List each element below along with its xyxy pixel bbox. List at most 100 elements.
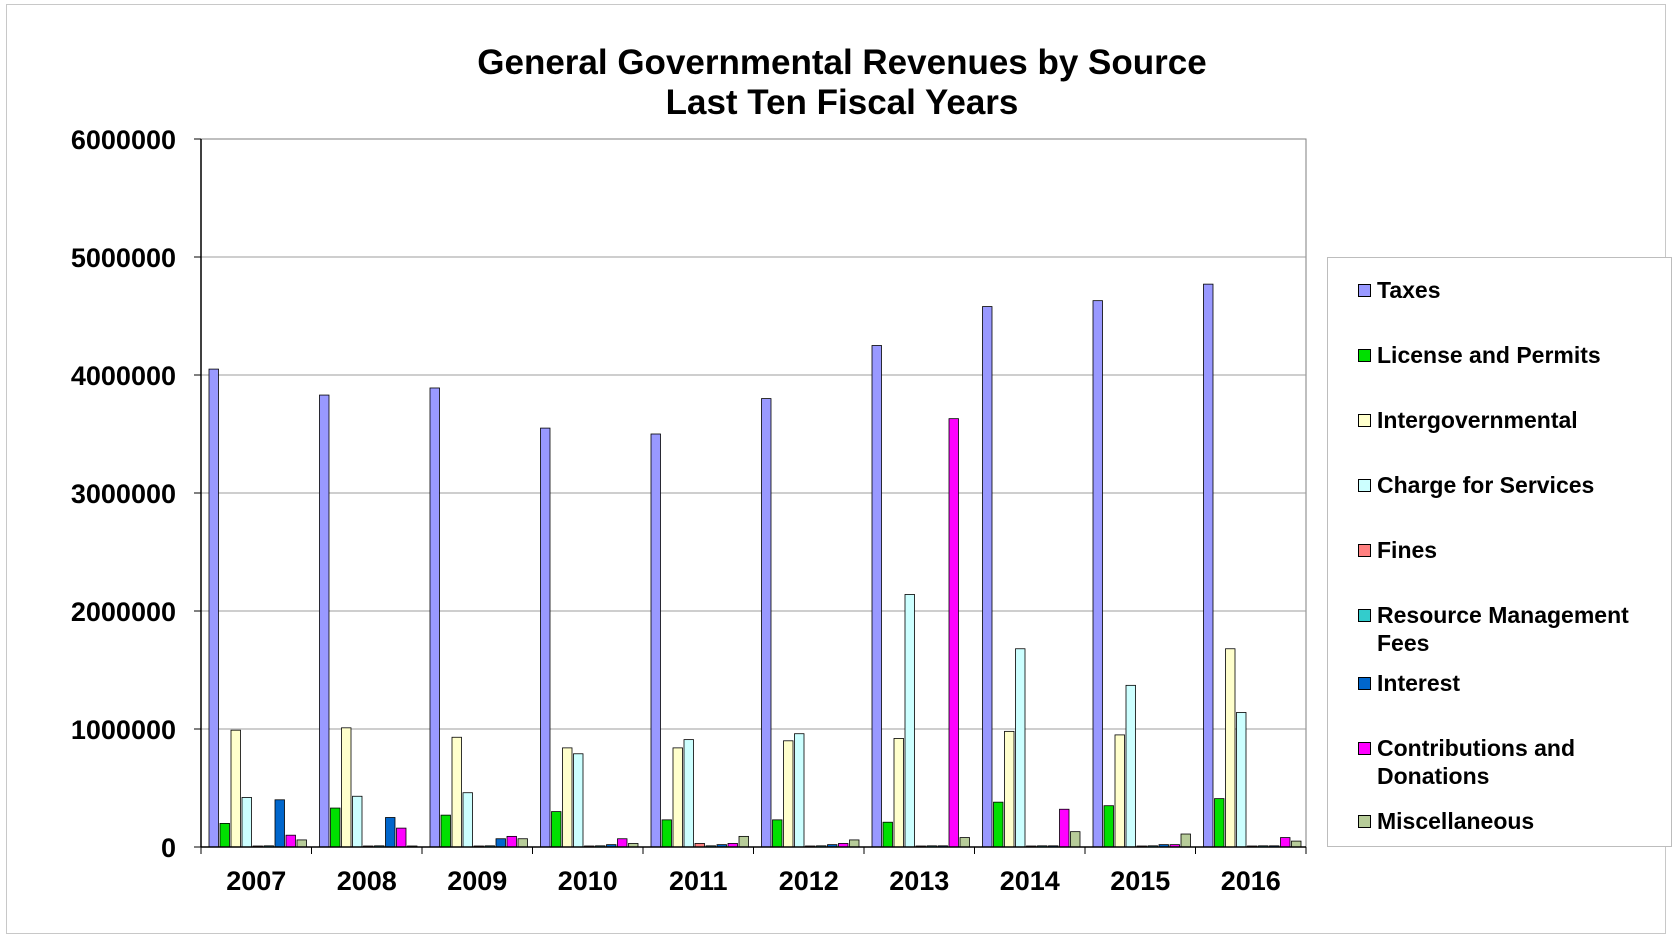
bar-interest-2009: [495, 838, 506, 848]
x-tick-label: 2012: [779, 866, 839, 896]
legend-label: Charge for Services: [1377, 472, 1595, 498]
x-tick-label: 2015: [1110, 866, 1170, 896]
bar-interest-2008: [385, 817, 396, 848]
y-tick-label: 3000000: [71, 479, 176, 509]
bar-license-and-permits-2015: [1103, 805, 1114, 848]
bar-taxes-2011: [650, 433, 661, 848]
legend-label: Fines: [1377, 537, 1438, 563]
legend-label: Contributions and Donations: [1377, 735, 1576, 789]
x-tick-label: 2007: [226, 866, 286, 896]
bar-intergovernmental-2009: [451, 736, 462, 848]
bar-miscellaneous-2007: [296, 839, 307, 848]
y-tick-label: 1000000: [71, 715, 176, 745]
legend: Taxes License and Permits Intergovernmenta…: [1327, 257, 1672, 847]
bar-charge-for-services-2010: [573, 753, 584, 848]
bar-intergovernmental-2007: [230, 729, 241, 848]
bar-miscellaneous-2012: [849, 839, 860, 848]
legend-swatch: [1358, 544, 1371, 557]
x-tick-label: 2013: [889, 866, 949, 896]
legend-swatch: [1358, 349, 1371, 362]
bar-license-and-permits-2013: [882, 821, 893, 848]
legend-item-miscellaneous: Miscellaneous: [1328, 807, 1667, 835]
legend-item-interest: Interest: [1328, 669, 1667, 697]
bar-charge-for-services-2015: [1125, 684, 1136, 848]
gridlines: [201, 256, 1306, 730]
y-tick-label: 2000000: [71, 597, 176, 627]
bar-charge-for-services-2011: [683, 739, 694, 848]
bar-contributions-and-donations-2009: [506, 835, 517, 848]
bar-charge-for-services-2016: [1236, 712, 1247, 848]
bar-miscellaneous-2016: [1291, 840, 1302, 848]
bar-taxes-2008: [319, 394, 330, 848]
bar-contributions-and-donations-2014: [1059, 808, 1070, 848]
y-tick-label: 6000000: [71, 125, 176, 155]
bar-contributions-and-donations-2010: [617, 838, 628, 848]
bar-intergovernmental-2012: [783, 740, 794, 848]
legend-swatch: [1358, 414, 1371, 427]
bar-miscellaneous-2014: [1070, 831, 1081, 848]
bar-charge-for-services-2013: [904, 594, 915, 848]
bar-miscellaneous-2013: [959, 837, 970, 848]
bar-taxes-2016: [1203, 283, 1214, 848]
bar-contributions-and-donations-2016: [1280, 837, 1291, 848]
bar-taxes-2014: [982, 306, 993, 848]
bar-miscellaneous-2011: [738, 835, 749, 848]
y-axis-ticks: 0 1000000 2000000 3000000 4000000 5000000 6000…: [71, 125, 201, 863]
legend-label: Interest: [1377, 670, 1461, 696]
bar-intergovernmental-2016: [1225, 648, 1236, 848]
x-tick-label: 2010: [558, 866, 618, 896]
bar-license-and-permits-2010: [551, 811, 562, 848]
legend-swatch: [1358, 284, 1371, 297]
x-axis-ticks: 2007 2008 2009 2010 2011 2012 2013 2014 2015 2016: [200, 847, 1307, 896]
legend-label: Taxes: [1377, 277, 1441, 303]
chart-title-line-2: Last Ten Fiscal Years: [666, 83, 1019, 122]
legend-swatch: [1358, 609, 1371, 622]
bar-charge-for-services-2014: [1015, 648, 1026, 848]
bar-taxes-2015: [1092, 300, 1103, 848]
legend-item-fines: Fines: [1328, 536, 1667, 564]
legend-item-intergovernmental: Intergovernmental: [1328, 406, 1667, 434]
legend-label: Resource Management Fees: [1377, 602, 1629, 656]
bar-license-and-permits-2009: [440, 814, 451, 848]
legend-label: Intergovernmental: [1377, 407, 1578, 433]
bar-charge-for-services-2007: [241, 797, 252, 848]
bar-license-and-permits-2011: [661, 819, 672, 848]
bar-miscellaneous-2015: [1180, 833, 1191, 848]
bar-license-and-permits-2014: [993, 801, 1004, 848]
bar-license-and-permits-2016: [1214, 798, 1225, 848]
bar-taxes-2013: [871, 345, 882, 848]
bar-license-and-permits-2008: [330, 807, 341, 848]
bar-intergovernmental-2010: [562, 747, 573, 848]
bar-charge-for-services-2008: [352, 795, 363, 848]
bar-charge-for-services-2009: [462, 792, 473, 848]
bar-license-and-permits-2012: [772, 819, 783, 848]
legend-item-taxes: Taxes: [1328, 276, 1667, 304]
legend-item-charge-for-services: Charge for Services: [1328, 471, 1667, 499]
legend-swatch: [1358, 479, 1371, 492]
bar-contributions-and-donations-2008: [396, 827, 407, 848]
legend-item-license-and-permits: License and Permits: [1328, 341, 1667, 369]
legend-item-resource-management-fees: Resource Management Fees: [1328, 601, 1667, 657]
y-tick-label: 4000000: [71, 361, 176, 391]
bar-charge-for-services-2012: [794, 733, 805, 848]
x-tick-label: 2009: [447, 866, 507, 896]
bar-taxes-2007: [208, 368, 219, 848]
x-tick-label: 2016: [1221, 866, 1281, 896]
bar-miscellaneous-2009: [517, 838, 528, 848]
bar-license-and-permits-2007: [219, 823, 230, 848]
bar-intergovernmental-2011: [672, 747, 683, 848]
y-tick-label: 0: [161, 833, 176, 863]
legend-label: License and Permits: [1377, 342, 1601, 368]
bar-intergovernmental-2008: [341, 727, 352, 848]
y-tick-label: 5000000: [71, 243, 176, 273]
x-tick-label: 2014: [1000, 866, 1060, 896]
legend-swatch: [1358, 677, 1371, 690]
legend-swatch: [1358, 742, 1371, 755]
x-tick-label: 2008: [337, 866, 397, 896]
chart-title-line-1: General Governmental Revenues by Source: [477, 43, 1206, 82]
legend-item-contributions-and-donations: Contributions and Donations: [1328, 734, 1667, 790]
bar-intergovernmental-2015: [1114, 734, 1125, 848]
bar-intergovernmental-2014: [1004, 730, 1015, 848]
bar-contributions-and-donations-2013: [948, 418, 959, 848]
x-tick-label: 2011: [669, 866, 728, 896]
